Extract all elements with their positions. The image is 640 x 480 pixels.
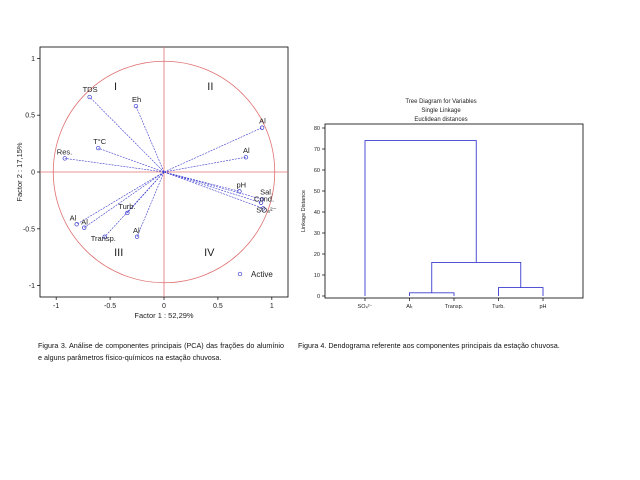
x-tick-label: -0.5 (104, 303, 116, 310)
y-tick-label: -0.5 (23, 226, 35, 233)
loading-label: Al (133, 226, 140, 235)
loading-point (261, 206, 266, 211)
loading-point (102, 234, 107, 239)
quadrant-label: I (114, 81, 117, 93)
figure-3-caption: Figura 3. Análise de componentes princip… (38, 341, 284, 362)
loading-vector (163, 171, 263, 200)
loading-point (259, 125, 265, 130)
dendrogram-title: Tree Diagram for Variables (405, 99, 476, 105)
figure-4-caption: Figura 4. Dendograma referente aos compo… (298, 341, 560, 350)
loading-points (62, 94, 266, 239)
loading-point (125, 210, 130, 216)
quadrant-label: II (207, 81, 213, 93)
dendrogram-plot-area (324, 123, 584, 299)
loading-vector (84, 171, 165, 228)
leaf-label: pH (539, 304, 546, 310)
y-tick-label: 10 (314, 273, 320, 279)
loading-label: Al (259, 117, 266, 126)
dendrogram-link (364, 140, 477, 296)
loading-label: Transp. (91, 234, 116, 243)
loading-point (82, 225, 87, 230)
loading-label: pH (236, 180, 246, 189)
loading-label: SO₄²⁻ (256, 205, 276, 214)
loading-vector (104, 171, 165, 237)
loading-label: Cond. (254, 195, 274, 204)
x-tick-label: 1 (270, 303, 274, 310)
x-tick-label: -1 (53, 303, 59, 310)
quadrant-label: III (114, 247, 123, 259)
dendrogram-subtitle-distance: Euclidean distances (414, 117, 467, 123)
dendrogram-axis-ticks: 0 10 20 30 40 50 60 70 80 (314, 126, 325, 300)
y-tick-label: 30 (314, 231, 320, 237)
loading-vector (76, 171, 165, 225)
dendrogram-y-axis-label: Linkage Distance (301, 190, 307, 232)
y-tick-label: 80 (314, 126, 320, 132)
loading-label: Al (243, 146, 250, 155)
y-tick-label: 20 (314, 252, 320, 258)
loading-label: Al (70, 213, 77, 222)
loading-label: Eh (132, 95, 141, 104)
y-tick-label: 50 (314, 189, 320, 195)
loading-point (74, 222, 79, 227)
leaf-label: Transp. (445, 304, 464, 310)
legend-label: Active (251, 270, 273, 279)
loading-vector (64, 158, 165, 173)
dendrogram-links (364, 140, 544, 296)
loading-label: T°C (93, 137, 107, 146)
loading-label: Res. (57, 147, 72, 156)
leaf-label: Turb. (492, 304, 505, 310)
pca-axis-ticks: -1 -0.5 0 0.5 1 -1 -0.5 0 0.5 1 (23, 56, 274, 310)
loading-vector (98, 147, 165, 173)
leaf-label: SO₄²⁻ (358, 304, 373, 310)
loading-point (258, 200, 264, 205)
y-tick-label: -1 (29, 283, 35, 290)
dendrogram-chart: Tree Diagram for Variables Single Linkag… (301, 99, 584, 310)
loading-label: Turb. (118, 202, 135, 211)
loading-vector (163, 171, 264, 209)
loading-point (237, 189, 242, 194)
loading-point (134, 234, 140, 239)
legend-marker (237, 271, 243, 277)
y-tick-label: 60 (314, 168, 320, 174)
y-tick-label: 1 (31, 56, 35, 63)
loading-point (133, 103, 139, 109)
loading-label: Al (81, 218, 88, 227)
loading-vector (136, 171, 165, 237)
quadrant-label: IV (204, 247, 215, 259)
loading-vector (163, 171, 262, 203)
pca-x-axis-label: Factor 1 : 52,29% (134, 311, 194, 320)
loading-vectors (64, 96, 264, 237)
loading-vector (163, 156, 247, 173)
loading-label: Sal. (260, 187, 273, 196)
y-tick-label: 70 (314, 147, 320, 153)
x-tick-label: 0.5 (213, 303, 223, 310)
y-tick-label: 0 (317, 294, 320, 300)
y-tick-label: 0 (31, 170, 35, 177)
y-tick-label: 40 (314, 210, 320, 216)
loading-vector (89, 96, 165, 173)
pca-y-axis-label: Factor 2 : 17,15% (15, 142, 24, 202)
dendrogram-subtitle-linkage: Single Linkage (421, 108, 461, 114)
leaf-label: Alₜ (406, 304, 413, 310)
loading-label: TDS (83, 85, 98, 94)
loading-point (62, 156, 67, 161)
loading-labels: TDSEhT°CRes.AlAlpHSal.Cond.SO₄²⁻Turb.AlT… (57, 85, 277, 243)
loading-point (243, 155, 249, 160)
dendrogram-leaf-labels: SO₄²⁻ Alₜ Transp. Turb. pH (358, 298, 547, 310)
x-tick-label: 0 (162, 303, 166, 310)
pca-legend: Active (237, 270, 273, 279)
loading-point (87, 94, 92, 100)
y-tick-label: 0.5 (25, 113, 35, 120)
loading-point (96, 145, 101, 151)
